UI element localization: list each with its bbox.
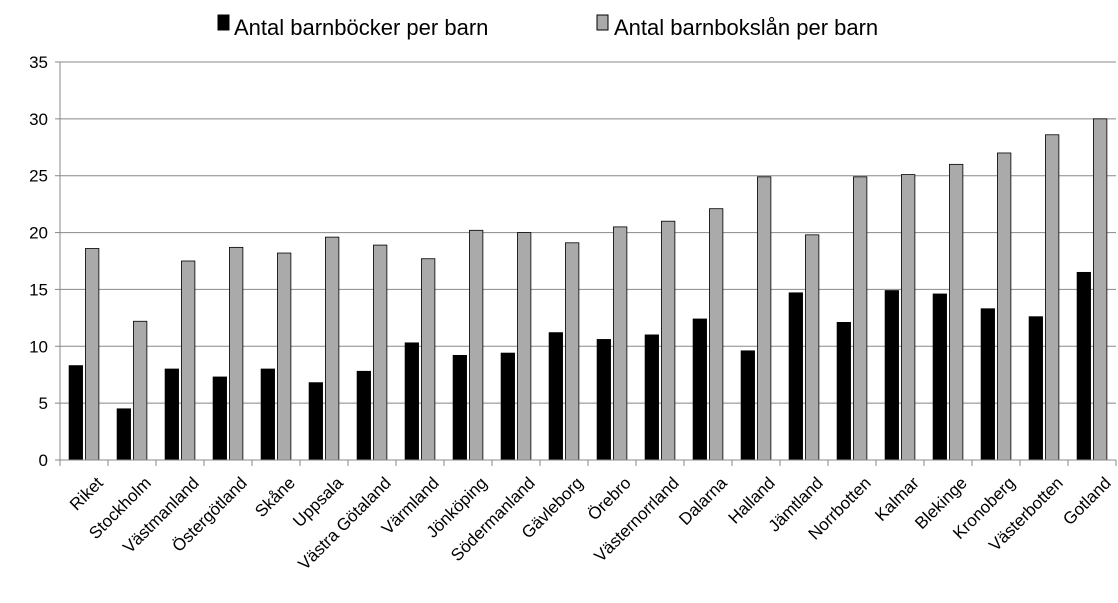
bar-loans bbox=[805, 234, 820, 461]
y-tick-label: 15 bbox=[29, 280, 48, 299]
x-tick-label: Gotland bbox=[1059, 473, 1115, 529]
y-tick-label: 35 bbox=[29, 53, 48, 72]
y-tick-label: 5 bbox=[39, 394, 48, 413]
x-tick-label: Södermanland bbox=[447, 473, 539, 565]
bar-loans bbox=[709, 208, 724, 461]
y-tick-label: 30 bbox=[29, 110, 48, 129]
bar-loans bbox=[421, 258, 436, 461]
bar-loans bbox=[997, 152, 1012, 461]
bar-loans bbox=[181, 260, 196, 461]
bar-books bbox=[740, 350, 755, 461]
y-tick-label: 25 bbox=[29, 167, 48, 186]
bar-books bbox=[1076, 271, 1091, 461]
legend-swatch-loans bbox=[596, 14, 609, 31]
x-tick-label: Västernorrland bbox=[591, 473, 683, 565]
bar-books bbox=[980, 308, 995, 461]
bar-books bbox=[1028, 316, 1043, 461]
bar-books bbox=[932, 293, 947, 461]
bar-loans bbox=[1093, 118, 1108, 461]
bar-loans bbox=[85, 248, 100, 461]
bar-loans bbox=[565, 242, 580, 461]
bar-books bbox=[212, 376, 227, 461]
legend: Antal barnböcker per barn Antal barnboks… bbox=[217, 14, 878, 40]
bar-books bbox=[836, 322, 851, 461]
bar-books bbox=[452, 354, 467, 461]
bar-books bbox=[788, 292, 803, 461]
bar-books bbox=[404, 342, 419, 461]
bar-loans bbox=[1045, 134, 1060, 461]
bar-books bbox=[596, 339, 611, 461]
bar-books bbox=[68, 365, 83, 461]
y-tick-label: 0 bbox=[39, 451, 48, 470]
bar-books bbox=[116, 408, 131, 461]
y-tick-label: 20 bbox=[29, 224, 48, 243]
bar-loans bbox=[133, 320, 148, 461]
legend-label-books: Antal barnböcker per barn bbox=[234, 15, 488, 40]
x-tick-label: Dalarna bbox=[675, 473, 731, 529]
bar-loans bbox=[853, 176, 868, 461]
bar-books bbox=[884, 290, 899, 461]
bar-books bbox=[692, 318, 707, 461]
bar-loans bbox=[277, 252, 292, 461]
bar-books bbox=[356, 370, 371, 461]
y-tick-label: 10 bbox=[29, 337, 48, 356]
legend-label-loans: Antal barnbokslån per barn bbox=[614, 15, 878, 40]
bar-books bbox=[500, 352, 515, 461]
bar-loans bbox=[229, 246, 244, 461]
bar-loans bbox=[469, 229, 484, 461]
bar-loans bbox=[949, 163, 964, 461]
bar-books bbox=[644, 334, 659, 461]
legend-swatch-books bbox=[217, 14, 230, 31]
bar-loans bbox=[613, 226, 628, 461]
bar-books bbox=[260, 368, 275, 461]
bar-loans bbox=[661, 220, 676, 461]
bar-books bbox=[308, 382, 323, 461]
bar-loans bbox=[517, 232, 532, 461]
bar-books bbox=[548, 332, 563, 461]
bar-loans bbox=[901, 174, 916, 461]
bar-loans bbox=[325, 236, 340, 461]
y-axis-ticks: 0 5 10 15 20 25 30 35 bbox=[29, 53, 60, 470]
bar-loans bbox=[373, 244, 388, 461]
x-tick-label: Riket bbox=[66, 473, 107, 514]
bar-loans bbox=[757, 176, 772, 461]
bar-books bbox=[164, 368, 179, 461]
